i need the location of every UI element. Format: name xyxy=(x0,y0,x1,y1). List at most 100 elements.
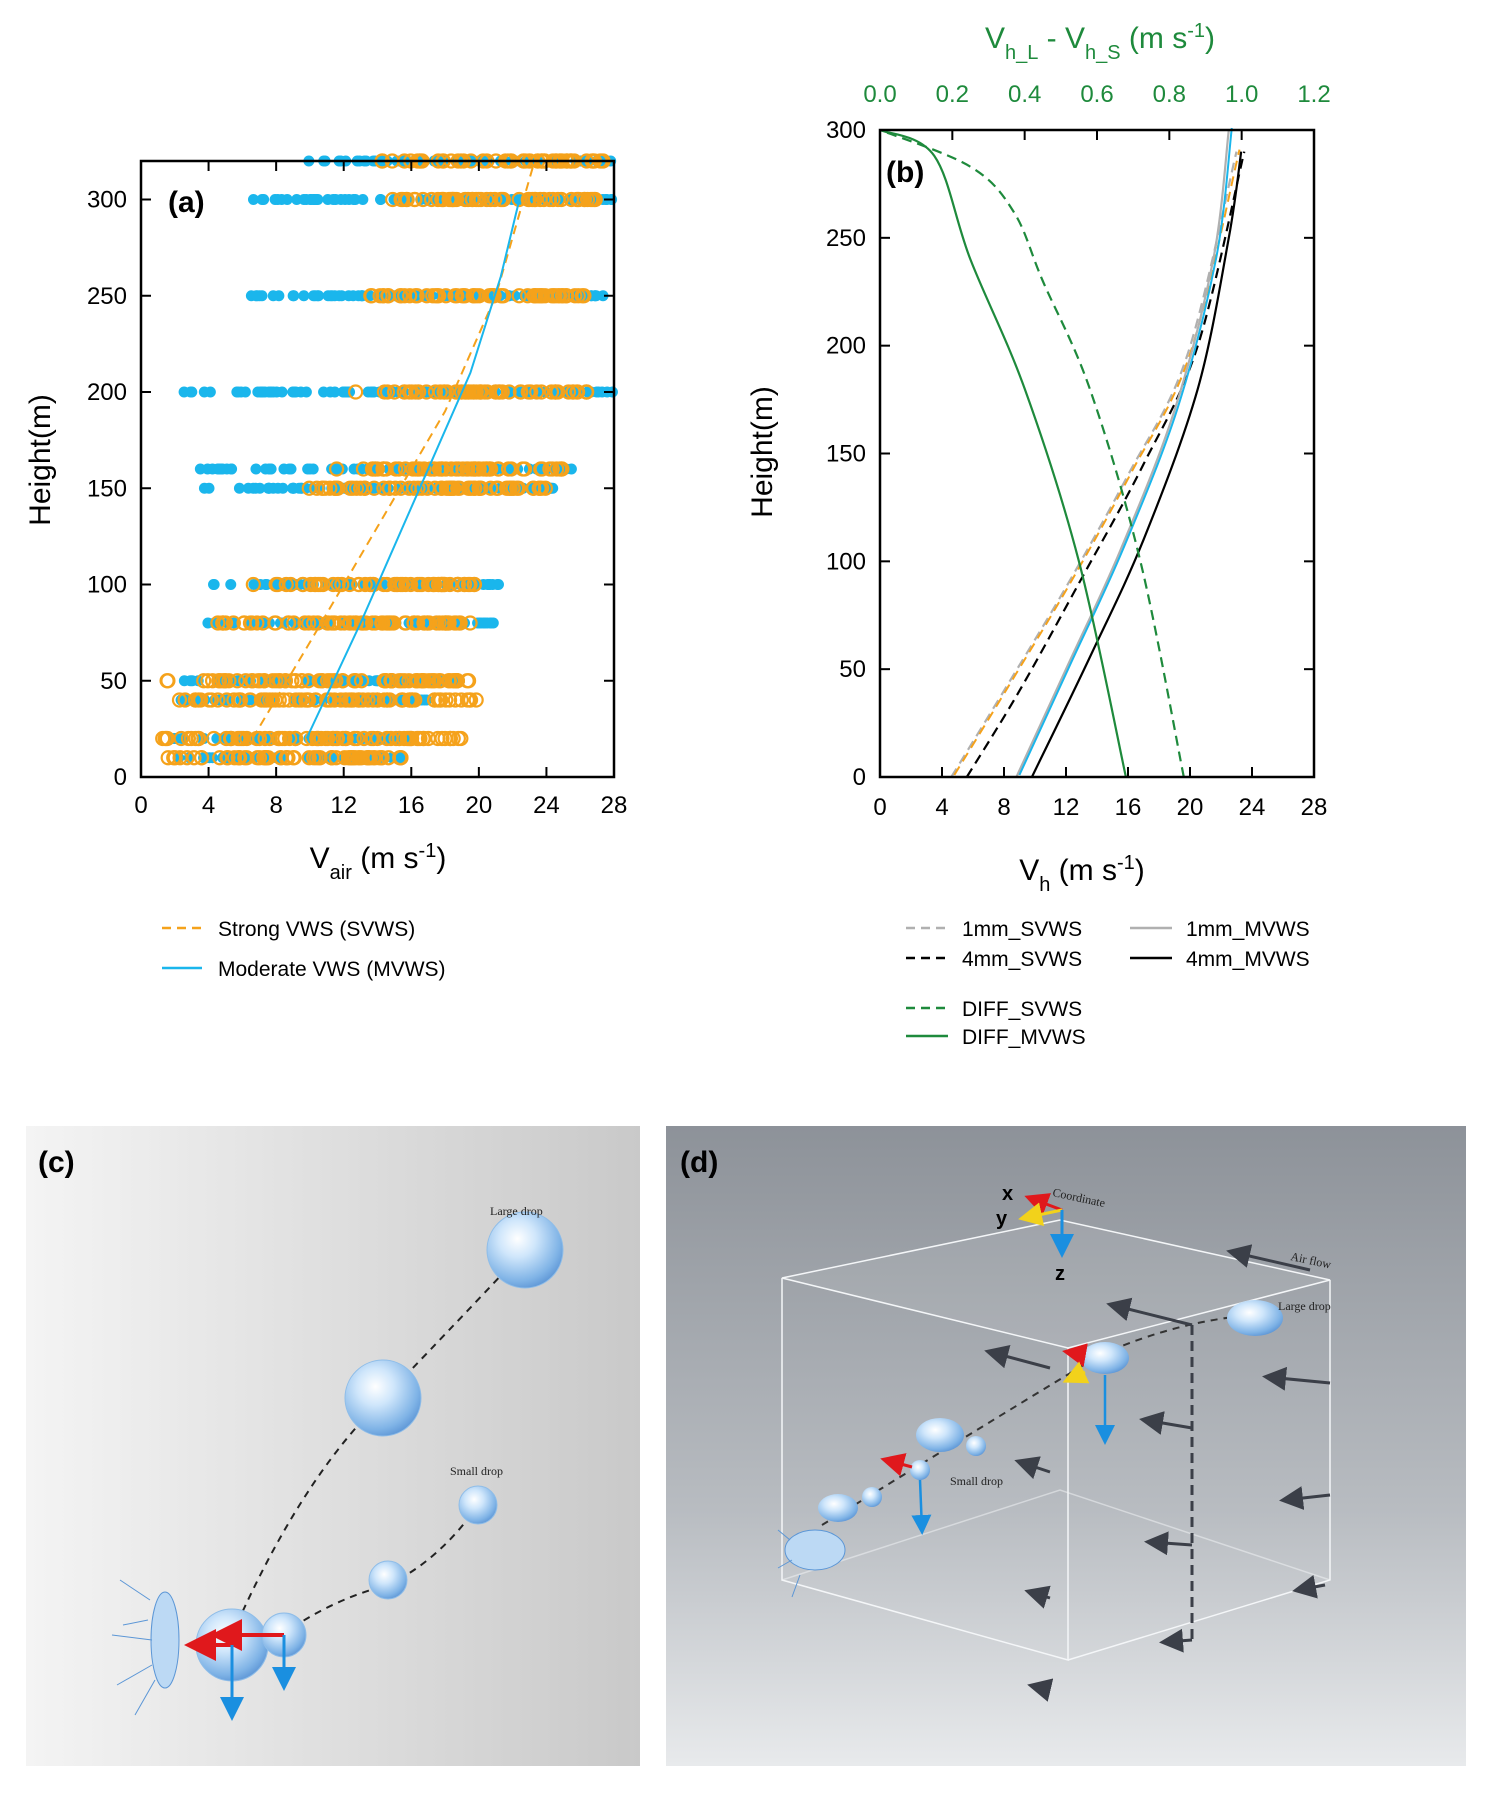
panel-b-legend: 1mm_SVWS 4mm_SVWS 1mm_MVWS 4mm_MVWS DIFF… xyxy=(906,918,1310,1049)
mvws-fit-line xyxy=(305,199,521,739)
svws-point xyxy=(371,750,387,766)
mvws-point xyxy=(589,290,601,302)
svws-point xyxy=(225,615,241,631)
svws-point xyxy=(466,384,482,400)
svws-point xyxy=(471,480,487,496)
svws-point xyxy=(392,750,408,766)
svws-point xyxy=(223,730,239,747)
svws-point xyxy=(423,673,440,689)
legend-label-4mm-svws: 4mm_SVWS xyxy=(962,948,1082,971)
svws-point xyxy=(409,288,425,304)
svws-point xyxy=(304,730,320,747)
axis-x-label: x xyxy=(1002,1183,1013,1205)
svws-point xyxy=(410,576,426,593)
svws-point xyxy=(416,461,432,477)
svws-point xyxy=(237,750,253,766)
svws-point xyxy=(348,615,364,631)
svws-point xyxy=(468,692,484,708)
svws-point xyxy=(299,730,315,747)
svws-point xyxy=(362,750,379,766)
svws-point xyxy=(554,288,571,304)
svws-point xyxy=(342,615,359,631)
svws-point xyxy=(396,384,413,400)
svws-point xyxy=(231,692,247,708)
1mm-svws-line-overlay xyxy=(953,149,1241,776)
svws-point xyxy=(410,730,426,747)
b-xtick-label: 28 xyxy=(1301,794,1328,821)
a-xtick-label: 28 xyxy=(601,792,628,819)
mvws-point xyxy=(247,194,259,205)
legend-label-svws: Strong VWS (SVWS) xyxy=(218,918,415,941)
svws-point xyxy=(215,615,231,631)
mvws-point xyxy=(288,290,300,302)
svws-point xyxy=(260,750,276,766)
svws-point xyxy=(501,384,517,400)
svws-point xyxy=(196,673,212,689)
svws-point xyxy=(536,191,552,208)
svws-point xyxy=(443,461,459,477)
svws-point xyxy=(171,692,188,708)
svws-point xyxy=(419,288,435,304)
svws-point xyxy=(278,750,294,766)
wind-tunnel-cube xyxy=(781,1219,1331,1661)
small-drop-3d-1 xyxy=(966,1436,986,1456)
svws-point xyxy=(369,692,386,708)
svws-point xyxy=(351,576,367,593)
b-top-tick-label: 1.2 xyxy=(1297,81,1330,108)
svws-point xyxy=(249,615,265,631)
mvws-point xyxy=(591,386,603,398)
small-drop-3d-2 xyxy=(910,1460,930,1480)
mvws-point xyxy=(242,482,254,494)
a-ytick-label: 300 xyxy=(87,187,127,214)
b-top-tick-label: 0.4 xyxy=(1008,81,1041,108)
mvws-point xyxy=(353,463,365,475)
svws-point xyxy=(447,288,463,304)
svws-point xyxy=(282,730,298,747)
small-drop-3d-label: Small drop xyxy=(950,1474,1003,1488)
b-xtick-label: 12 xyxy=(1053,794,1080,821)
mvws-point xyxy=(263,482,275,494)
svws-point xyxy=(320,730,336,747)
svws-point xyxy=(384,673,400,689)
svws-point xyxy=(533,461,549,477)
svws-point xyxy=(210,615,226,631)
panel-a-chart: 0 4 8 12 16 20 24 28 0 50 100 150 200 250 300 (a) Heig… xyxy=(24,153,628,981)
svws-point xyxy=(346,673,362,689)
svws-point xyxy=(278,576,294,593)
large-drop-3d-1 xyxy=(1227,1300,1283,1336)
mvws-point xyxy=(208,579,220,590)
svws-point xyxy=(203,692,220,708)
svws-point xyxy=(381,615,397,631)
panel-b-frame xyxy=(878,128,1316,779)
a-xtick-label: 20 xyxy=(466,792,493,819)
svws-point xyxy=(406,191,423,208)
panel-b-xlabel: Vh (m s-1) xyxy=(1019,852,1145,896)
svws-point xyxy=(233,730,250,747)
svws-point xyxy=(268,576,284,593)
svws-point xyxy=(442,576,458,593)
mvws-point xyxy=(335,194,347,205)
mvws-point xyxy=(273,290,285,302)
panel-d-label: (d) xyxy=(680,1146,718,1179)
svws-point xyxy=(415,191,431,208)
mvws-point xyxy=(225,579,237,590)
mvws-point xyxy=(329,386,341,398)
svws-point xyxy=(466,288,482,304)
mvws-point xyxy=(368,386,380,398)
a-ytick-label: 50 xyxy=(100,668,127,695)
legend-label-4mm-mvws: 4mm_MVWS xyxy=(1186,948,1310,971)
a-ytick-label: 100 xyxy=(87,572,127,599)
b-top-tick-label: 1.0 xyxy=(1225,81,1258,108)
b-ytick-label: 200 xyxy=(826,333,866,360)
svws-point xyxy=(430,730,446,747)
svws-point xyxy=(345,692,361,708)
svws-point xyxy=(520,288,536,304)
small-drop-3d-3 xyxy=(862,1487,882,1507)
legend-label-mvws: Moderate VWS (MVWS) xyxy=(218,958,446,981)
svws-point xyxy=(440,615,456,631)
svws-point xyxy=(177,692,193,708)
large-drop-3d-3 xyxy=(916,1418,964,1452)
svws-point xyxy=(347,750,363,766)
svws-point xyxy=(303,576,319,593)
svws-point xyxy=(391,730,408,747)
